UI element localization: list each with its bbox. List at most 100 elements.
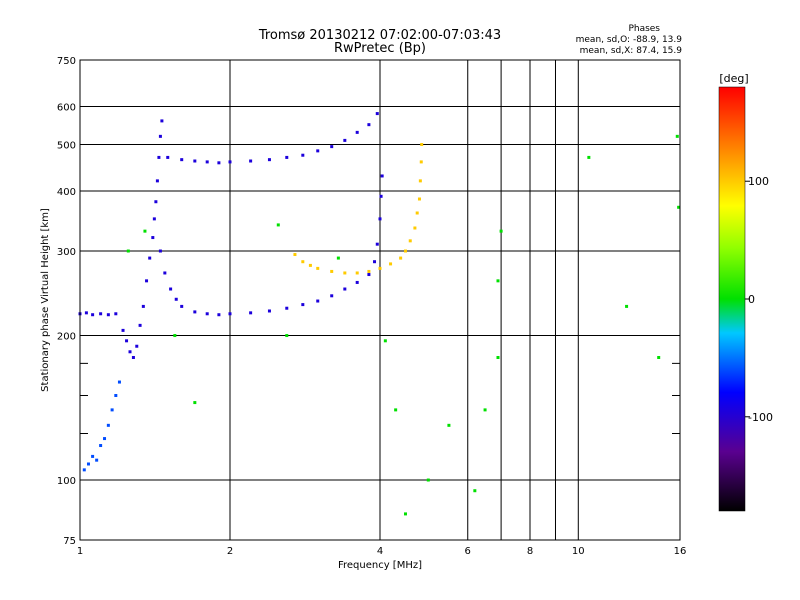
echo-point <box>473 489 477 493</box>
phases-x-stats: mean, sd,X: 87.4, 15.9 <box>579 46 682 56</box>
echo-point <box>95 458 99 462</box>
echo-point <box>205 312 209 316</box>
echo-point <box>126 249 130 253</box>
echo-point <box>158 134 162 138</box>
echo-point <box>403 512 407 516</box>
echo-point <box>355 280 359 284</box>
echo-point <box>169 287 173 291</box>
echo-point <box>336 256 340 260</box>
echo-point <box>420 143 424 147</box>
echo-point <box>193 310 197 314</box>
echo-point <box>413 226 417 230</box>
y-tick-label: 500 <box>57 141 76 152</box>
echo-point <box>383 339 387 343</box>
echo-point <box>379 194 383 198</box>
echo-point <box>138 323 142 327</box>
echo-point <box>131 355 135 359</box>
echo-point <box>193 159 197 163</box>
echo-point <box>625 304 629 308</box>
x-axis-ticks: 1 2 4 6 8 10 16 <box>77 546 687 557</box>
echo-point <box>399 256 403 260</box>
y-tick-label: 75 <box>63 536 76 547</box>
echo-point <box>110 408 114 412</box>
y-tick-label: 100 <box>57 476 76 487</box>
echo-point <box>301 303 305 307</box>
echo-point <box>180 304 184 308</box>
echo-points <box>78 112 681 516</box>
y-tick-label: 300 <box>57 247 76 258</box>
echo-point <box>343 271 347 275</box>
x-tick-label: 2 <box>227 546 233 557</box>
echo-point <box>160 119 164 123</box>
echo-point <box>143 229 147 233</box>
colorbar-tick-label: 0 <box>748 293 755 306</box>
echo-point <box>145 279 149 283</box>
echo-point <box>84 311 88 315</box>
y-tick-label: 400 <box>57 187 76 198</box>
colorbar-tick-label: 100 <box>748 175 769 188</box>
echo-point <box>343 138 347 142</box>
grid-lines <box>79 59 681 541</box>
echo-point <box>99 312 103 316</box>
echo-point <box>483 408 487 412</box>
echo-point <box>157 155 161 159</box>
echo-point <box>128 350 132 354</box>
echo-point <box>276 223 280 227</box>
x-tick-label: 8 <box>527 546 533 557</box>
echo-point <box>125 339 129 343</box>
echo-point <box>394 408 398 412</box>
echo-point <box>114 394 118 398</box>
echo-point <box>103 437 107 441</box>
echo-point <box>677 205 681 209</box>
echo-point <box>285 334 289 338</box>
phases-o-stats: mean, sd,O: -88.9, 13.9 <box>575 35 682 45</box>
x-tick-label: 16 <box>674 546 687 557</box>
echo-point <box>91 454 95 458</box>
y-axis-ticks: 75 100 200 300 400 500 600 750 <box>57 56 680 547</box>
echo-point <box>499 229 503 233</box>
echo-point <box>86 462 90 466</box>
echo-point <box>330 145 334 149</box>
echo-point <box>121 328 125 332</box>
echo-point <box>375 112 379 116</box>
echo-point <box>267 158 271 162</box>
echo-point <box>285 306 289 310</box>
echo-point <box>418 179 422 183</box>
chart-title: Tromsø 20130212 07:02:00-07:03:43 <box>258 28 502 43</box>
echo-point <box>373 260 377 264</box>
echo-point <box>99 444 103 448</box>
echo-point <box>355 271 359 275</box>
echo-trace <box>126 134 681 516</box>
echo-point <box>380 174 384 178</box>
echo-point <box>106 423 110 427</box>
echo-point <box>173 334 177 338</box>
echo-point <box>82 468 86 472</box>
echo-point <box>217 313 221 317</box>
echo-point <box>330 269 334 273</box>
colorbar-ticks: 100 0 -100 <box>745 175 773 424</box>
y-tick-label: 600 <box>57 103 76 114</box>
echo-point <box>155 179 159 183</box>
chart-subtitle: RwPretec (Bp) <box>333 41 427 56</box>
echo-point <box>180 158 184 162</box>
echo-point <box>419 160 423 164</box>
echo-point <box>152 217 156 221</box>
x-tick-label: 4 <box>377 546 383 557</box>
echo-point <box>174 297 178 301</box>
echo-point <box>249 159 253 163</box>
echo-point <box>389 262 393 266</box>
echo-point <box>657 355 661 359</box>
echo-trace <box>158 174 384 317</box>
x-tick-label: 1 <box>77 546 83 557</box>
echo-point <box>355 130 359 134</box>
echo-point <box>496 355 500 359</box>
echo-point <box>343 287 347 291</box>
echo-point <box>158 249 162 253</box>
colorbar-label: [deg] <box>719 72 748 85</box>
echo-point <box>141 304 145 308</box>
echo-trace <box>293 143 424 275</box>
echo-point <box>496 279 500 283</box>
echo-point <box>148 256 152 260</box>
echo-point <box>426 478 430 482</box>
